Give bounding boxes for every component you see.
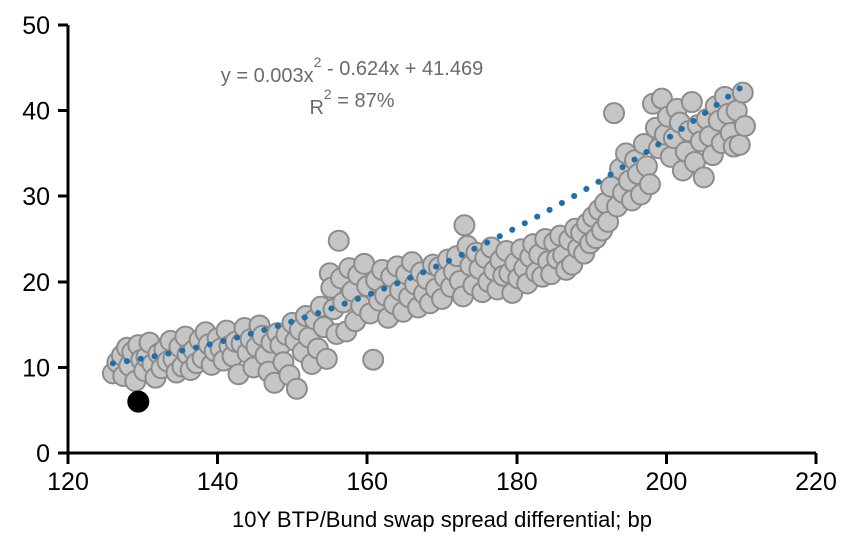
data-point bbox=[327, 229, 350, 252]
data-point bbox=[680, 91, 703, 114]
y-axis-ticks: 0 10 20 30 40 50 bbox=[22, 12, 68, 468]
x-tick-label: 180 bbox=[496, 468, 538, 496]
x-tick-label: 120 bbox=[47, 468, 89, 496]
trendline bbox=[109, 84, 745, 367]
data-point bbox=[728, 133, 751, 156]
x-tick-label: 200 bbox=[646, 468, 688, 496]
data-point bbox=[731, 81, 754, 104]
data-point bbox=[733, 115, 756, 138]
highlighted-point-layer bbox=[127, 390, 150, 413]
y-tick-label: 50 bbox=[22, 12, 50, 40]
x-tick-label: 220 bbox=[795, 468, 837, 496]
regression-equation-label: y = 0.003x2 - 0.624x + 41.469 bbox=[221, 54, 483, 87]
data-point bbox=[603, 102, 626, 125]
x-tick-label: 160 bbox=[346, 468, 388, 496]
highlighted-data-point bbox=[127, 390, 150, 413]
trendline-path bbox=[109, 84, 745, 367]
data-point bbox=[453, 214, 476, 237]
data-point bbox=[635, 155, 658, 178]
data-point bbox=[285, 377, 308, 400]
data-point bbox=[315, 347, 338, 370]
y-tick-label: 10 bbox=[22, 354, 50, 382]
data-point bbox=[362, 348, 385, 371]
x-axis-title: 10Y BTP/Bund swap spread differential; b… bbox=[232, 507, 652, 532]
y-tick-label: 0 bbox=[36, 440, 50, 468]
r-squared-label: R2 = 87% bbox=[309, 86, 394, 119]
data-point bbox=[638, 173, 661, 196]
data-point bbox=[692, 166, 715, 189]
y-tick-label: 40 bbox=[22, 98, 50, 126]
y-tick-label: 30 bbox=[22, 183, 50, 211]
y-tick-label: 20 bbox=[22, 269, 50, 297]
x-axis-ticks: 120 140 160 180 200 220 bbox=[47, 453, 837, 496]
x-tick-label: 140 bbox=[197, 468, 239, 496]
